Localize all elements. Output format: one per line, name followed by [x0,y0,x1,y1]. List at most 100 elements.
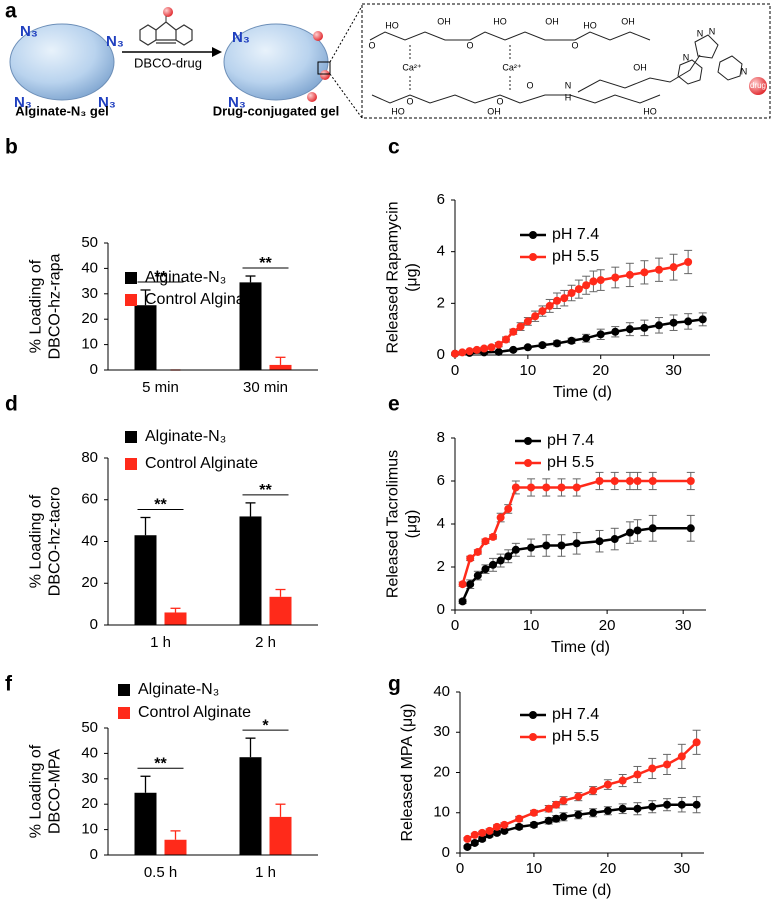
legend-label: Alginate-N₃ [145,428,226,445]
legend-swatch [125,458,137,470]
y-tick-label: 0 [437,346,445,363]
x-tick-label: 30 [673,860,690,877]
point [458,348,467,357]
bar [164,612,187,625]
point [466,580,475,589]
error-bar [170,607,181,613]
x-tick-label: 30 min [243,379,288,396]
x-tick-label: 10 [520,362,537,379]
y-tick-label: 30 [81,770,98,787]
y-axis-label: (μg) [404,510,421,539]
point [640,323,649,332]
point [655,265,663,274]
point [544,804,553,813]
arrowhead [212,47,222,57]
panel-a: a N₃ N₃ N₃ N₃ Alginate-N₃ gel DBCO-drug … [5,0,771,119]
bar [164,839,187,855]
y-tick-label: 0 [442,844,450,861]
structure-label: O [496,96,503,106]
y-tick-label: 80 [81,449,98,466]
structure-label: OH [487,106,501,116]
point [511,545,520,554]
drug-icon [313,31,323,41]
point [496,556,505,565]
error-bar [140,775,151,793]
azide-label: N₃ [98,94,116,111]
zoom-line [329,73,363,119]
structure-label: OH [633,62,647,72]
bar [134,792,157,855]
point [572,483,581,492]
point [531,312,540,321]
point [509,327,518,336]
structure-label: drug [750,81,766,90]
point [465,347,474,356]
point [692,738,701,747]
bar [239,282,262,370]
point [478,834,487,843]
point [572,539,581,548]
structure-label: O [571,40,578,50]
point [633,526,642,535]
structure-label: HO [643,106,657,116]
point [648,477,657,485]
point [478,828,487,837]
x-tick-label: 2 h [255,634,276,651]
legend-label: pH 7.4 [552,706,599,723]
error-bar [170,830,181,840]
structure-label: Ca²⁺ [402,62,422,72]
legend-label: Control Alginate [145,291,258,308]
legend-marker [529,733,537,741]
y-tick-label: 8 [437,429,445,446]
point [463,834,472,843]
legend-label: Control Alginate [138,704,251,721]
point [480,344,489,353]
point [595,477,604,485]
point [640,268,649,277]
point [582,334,591,343]
gel-label: Drug-conjugated gel [213,103,339,118]
point [481,565,490,574]
structure-label: HO [385,20,399,30]
y-tick-label: 20 [433,763,450,780]
y-axis-label: % Loading of [28,744,45,838]
point [684,317,693,326]
x-axis-label: Time (d) [551,639,610,656]
gel-label: Alginate-N₃ gel [15,103,108,118]
azide-label: N₃ [232,29,250,46]
bar [269,816,292,855]
point [596,330,605,339]
x-tick-label: 20 [592,362,609,379]
y-tick-label: 0 [437,601,445,618]
point [538,307,547,316]
point [473,547,482,556]
error-bar [140,289,151,306]
x-tick-label: 30 [665,362,682,379]
structure-box [361,3,771,119]
x-tick-label: 20 [600,860,617,877]
point [560,294,569,303]
significance-label: * [262,717,269,734]
legend-label: pH 5.5 [552,248,599,265]
error-bar [245,275,256,283]
bar [134,535,157,625]
point [529,820,538,829]
drug-icon [749,77,767,95]
error-bar [140,516,151,536]
error-bar [275,588,286,597]
structure-label: O [466,40,473,50]
legend-swatch [118,684,130,696]
legend-label: pH 7.4 [552,226,599,243]
legend-label: pH 5.5 [547,454,594,471]
point [633,770,642,779]
point [489,560,498,569]
point [574,792,583,801]
point [655,321,663,330]
error-bar [275,356,286,365]
point [677,752,686,761]
y-tick-label: 0 [90,846,98,863]
y-tick-label: 4 [437,243,445,260]
point [648,802,657,811]
y-tick-label: 20 [81,310,98,327]
y-tick-label: 0 [90,361,98,378]
